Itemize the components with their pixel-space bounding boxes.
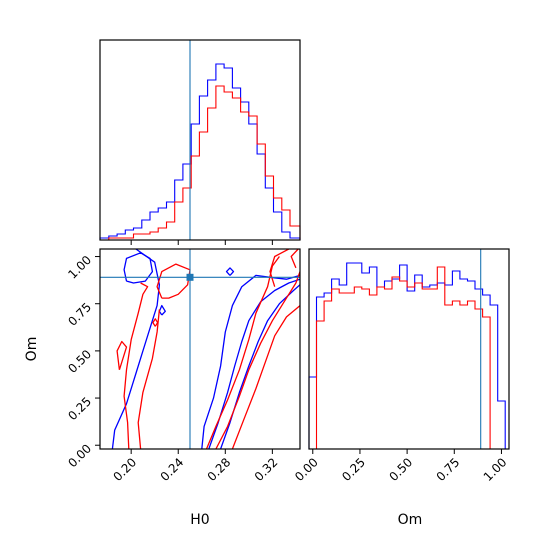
- contour-series-1-6: [158, 304, 166, 316]
- contour-series-1-2: [201, 274, 300, 449]
- contour-series-2-3: [137, 309, 161, 449]
- h0-marginal-panel: [99, 39, 301, 245]
- contour-series-2-10: [152, 318, 159, 327]
- h0-histogram-series-1: [99, 63, 301, 240]
- contour-series-2-7: [231, 305, 300, 449]
- joint-x-ticks: 0.20 0.24 0.28 0.32: [111, 449, 281, 484]
- x-axis-label-om: Om: [398, 512, 423, 528]
- contour-series-2-4: [156, 263, 191, 299]
- contour-series-1-5: [123, 252, 154, 284]
- contour-series-2-6: [215, 271, 300, 449]
- contour-series-1-4: [219, 284, 300, 449]
- joint-y-tick-label: 0.00: [65, 441, 94, 470]
- contour-series-2-8: [269, 249, 290, 287]
- om-histograms: [308, 262, 506, 450]
- contour-series-2-9: [290, 249, 299, 269]
- om-histogram-series-1: [308, 262, 506, 449]
- x-axis-label-h0: H0: [190, 512, 209, 528]
- h0-marginal-ticks: [130, 240, 273, 245]
- contour-series-2-2: [123, 282, 149, 449]
- om-marginal-frame: [308, 248, 510, 450]
- joint-contours: [111, 249, 300, 449]
- joint-x-tick-label: 0.28: [205, 455, 234, 484]
- joint-y-ticks: 0.00 0.25 0.50 0.75 1.00: [65, 253, 100, 470]
- contour-series-2-1: [116, 340, 128, 370]
- om-histogram-series-2: [309, 266, 506, 450]
- om-x-tick-label: 0.25: [339, 455, 368, 484]
- h0-histogram-series-2: [100, 85, 301, 241]
- truth-point-marker: [186, 273, 194, 281]
- joint-frame: [99, 248, 301, 450]
- om-x-tick-label: 0.00: [292, 455, 321, 484]
- om-marginal-ticks: 0.00 0.25 0.50 0.75 1.00: [292, 449, 510, 484]
- om-x-tick-label: 0.50: [386, 455, 415, 484]
- joint-y-tick-label: 0.50: [65, 347, 94, 376]
- joint-y-tick-label: 1.00: [65, 253, 94, 282]
- joint-panel: 0.20 0.24 0.28 0.32 0.00 0.25 0.50 0.75 1.00 H0…: [24, 248, 301, 528]
- contour-series-1-7: [225, 267, 235, 276]
- y-axis-label-om: Om: [24, 337, 40, 362]
- joint-x-tick-label: 0.24: [158, 455, 187, 484]
- joint-y-tick-label: 0.75: [65, 300, 94, 329]
- h0-histograms: [99, 63, 301, 241]
- joint-x-tick-label: 0.32: [252, 455, 281, 484]
- joint-x-tick-label: 0.20: [111, 455, 140, 484]
- om-marginal-panel: 0.00 0.25 0.50 0.75 1.00 Om: [292, 248, 510, 528]
- contour-series-1-3: [208, 278, 300, 449]
- contour-series-1-1: [111, 249, 161, 449]
- h0-marginal-frame: [99, 39, 301, 241]
- om-x-tick-label: 0.75: [434, 455, 463, 484]
- joint-y-tick-label: 0.25: [65, 394, 94, 423]
- joint-truth-marker: [100, 249, 300, 449]
- om-x-tick-label: 1.00: [481, 455, 510, 484]
